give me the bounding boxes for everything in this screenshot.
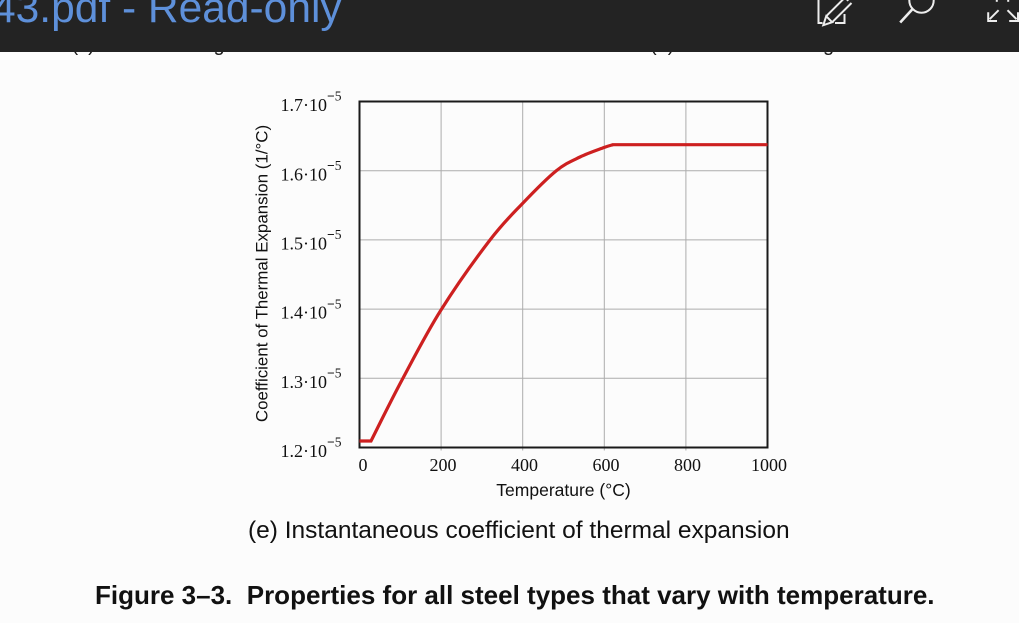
svg-text:1.6·10−5: 1.6·10−5 — [281, 158, 342, 184]
svg-text:1.7·10−5: 1.7·10−5 — [281, 89, 342, 115]
svg-text:1.4·10−5: 1.4·10−5 — [281, 296, 342, 322]
svg-text:800: 800 — [674, 455, 701, 475]
svg-text:1000: 1000 — [751, 455, 787, 475]
svg-text:600: 600 — [593, 455, 620, 475]
svg-text:1.2·10−5: 1.2·10−5 — [281, 435, 342, 461]
svg-text:0: 0 — [359, 455, 368, 475]
svg-text:1.3·10−5: 1.3·10−5 — [281, 366, 342, 392]
svg-text:Coefficient of Thermal Expansi: Coefficient of Thermal Expansion (1/°C) — [253, 125, 272, 422]
svg-text:200: 200 — [430, 455, 457, 475]
svg-text:400: 400 — [511, 455, 538, 475]
svg-text:1.5·10−5: 1.5·10−5 — [281, 227, 342, 253]
svg-text:Temperature (°C): Temperature (°C) — [496, 480, 630, 500]
